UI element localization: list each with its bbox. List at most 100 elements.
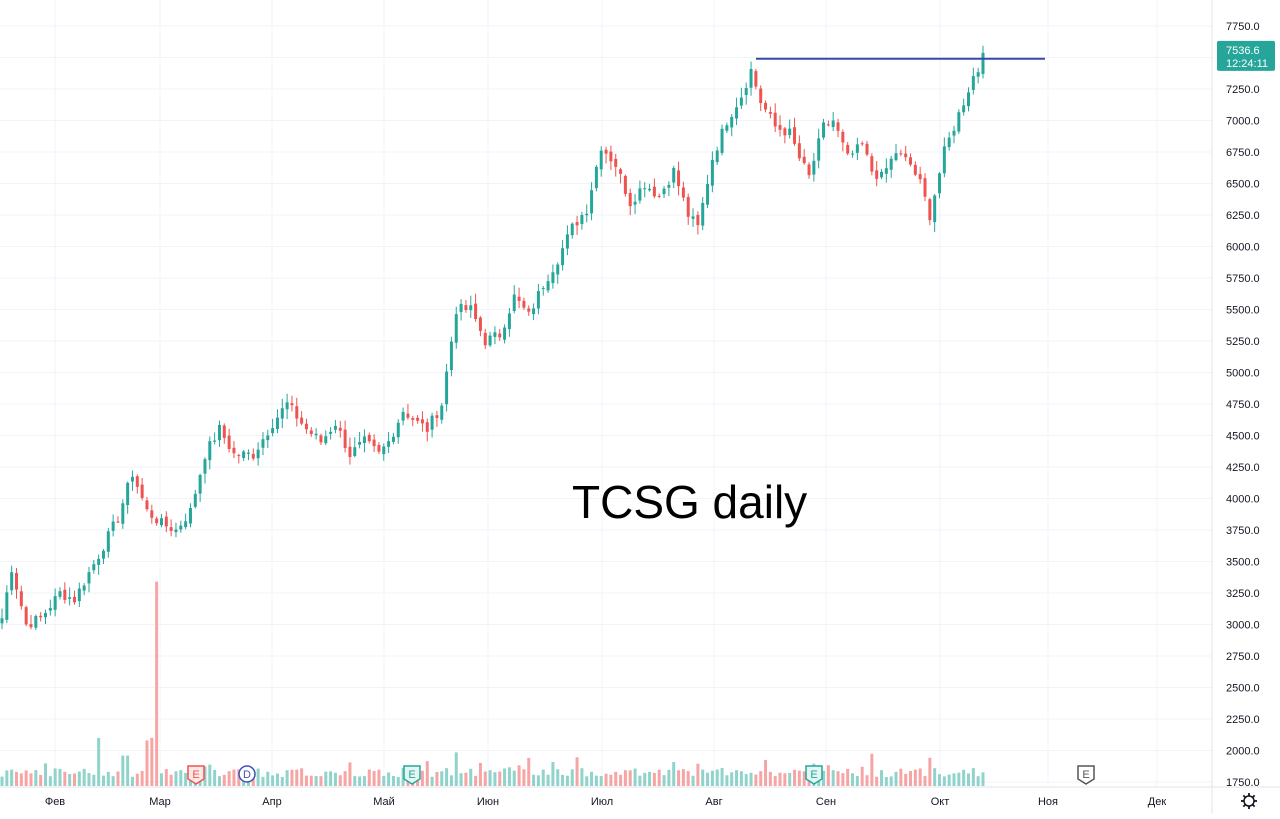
- volume-bar: [203, 766, 207, 786]
- volume-bar: [619, 774, 623, 786]
- candle-body: [764, 102, 768, 110]
- volume-bar: [556, 769, 560, 786]
- candle-body: [672, 167, 676, 183]
- settings-gear-icon[interactable]: [1241, 793, 1257, 809]
- volume-bar: [266, 771, 270, 786]
- candle-body: [909, 157, 913, 165]
- volume-bar: [155, 581, 159, 786]
- volume-bar: [507, 767, 511, 786]
- candle-body: [155, 518, 159, 524]
- candle-body: [474, 303, 478, 320]
- candle-body: [807, 164, 811, 176]
- volume-bar: [648, 771, 652, 786]
- candle-body: [169, 527, 173, 531]
- dividend-marker-icon[interactable]: [238, 765, 256, 783]
- volume-bar: [111, 776, 115, 786]
- candle-body: [759, 88, 763, 103]
- candle-body: [101, 550, 105, 559]
- volume-bar: [981, 772, 985, 786]
- candle-body: [512, 294, 516, 312]
- volume-bar: [58, 768, 62, 786]
- volume-bar: [744, 774, 748, 786]
- volume-bar: [841, 773, 845, 786]
- candle-body: [29, 624, 33, 628]
- candle-body: [203, 459, 207, 474]
- candle-body: [913, 164, 917, 175]
- volume-bar: [739, 771, 743, 786]
- candle-body: [706, 184, 710, 205]
- volume-bar: [913, 769, 917, 786]
- volume-bar: [324, 771, 328, 786]
- volume-bar: [106, 771, 110, 786]
- y-tick-label: 4000.0: [1226, 494, 1260, 506]
- candle-body: [275, 417, 279, 430]
- candle-body: [802, 156, 806, 164]
- candle-body: [87, 572, 91, 584]
- volume-bar: [14, 771, 18, 786]
- candle-body: [290, 403, 294, 406]
- candle-body: [648, 188, 652, 191]
- candle-body: [841, 131, 845, 143]
- volume-bar: [169, 774, 173, 786]
- y-tick-label: 7000.0: [1226, 116, 1260, 128]
- candle-body: [140, 484, 144, 498]
- candle-body: [77, 588, 81, 602]
- y-tick-label: 3000.0: [1226, 620, 1260, 632]
- candle-body: [797, 143, 801, 159]
- candle-body: [744, 88, 748, 96]
- volume-bar: [517, 765, 521, 786]
- earnings-marker-icon[interactable]: [1077, 765, 1095, 785]
- volume-bar: [97, 737, 101, 786]
- marker-letter: E: [192, 769, 199, 781]
- candle-body: [942, 146, 946, 174]
- candle-body: [14, 572, 18, 590]
- candle-body: [449, 341, 453, 371]
- candle-body: [300, 417, 304, 424]
- volume-bar: [860, 766, 864, 786]
- earnings-marker-icon[interactable]: [805, 765, 823, 785]
- volume-bar: [401, 767, 405, 786]
- volume-bar: [92, 774, 96, 786]
- volume-bar: [440, 771, 444, 786]
- candle-body: [633, 201, 637, 205]
- candle-body: [599, 150, 603, 170]
- candle-body: [164, 516, 168, 527]
- volume-bar: [942, 776, 946, 786]
- candle-body: [889, 158, 893, 170]
- candle-body: [580, 215, 584, 224]
- candle-body: [401, 411, 405, 421]
- volume-bar: [82, 768, 86, 786]
- gear-ring: [1243, 795, 1255, 807]
- current-price-badge: 7536.6 12:24:11: [1217, 40, 1275, 71]
- candle-body: [715, 150, 719, 163]
- earnings-marker-icon[interactable]: [187, 765, 205, 785]
- x-tick-label: Дек: [1148, 796, 1167, 808]
- candle-body: [754, 71, 758, 87]
- candle-body: [48, 608, 52, 611]
- candle-body: [503, 327, 507, 340]
- volume-bar: [503, 768, 507, 786]
- candle-body: [880, 171, 884, 178]
- volume-bar: [720, 768, 724, 786]
- y-tick-label: 7750.0: [1226, 21, 1260, 33]
- candle-body: [43, 612, 47, 618]
- candle-body: [928, 199, 932, 221]
- candle-body: [445, 371, 449, 405]
- volume-bar: [918, 768, 922, 786]
- x-tick-label: Авг: [705, 796, 722, 808]
- volume-bar: [580, 768, 584, 786]
- candle-body: [614, 158, 618, 167]
- volume-bar: [377, 769, 381, 786]
- candle-body: [851, 153, 855, 155]
- volume-bar: [10, 769, 14, 786]
- volume-bars: [0, 581, 985, 786]
- y-tick-label: 6500.0: [1226, 179, 1260, 191]
- chart-annotation: TCSG daily: [572, 476, 807, 528]
- candle-body: [778, 125, 782, 130]
- candle-body: [585, 213, 589, 216]
- candle-body: [68, 597, 72, 599]
- volume-bar: [565, 775, 569, 786]
- candle-body: [817, 138, 821, 161]
- earnings-marker-icon[interactable]: [403, 765, 421, 785]
